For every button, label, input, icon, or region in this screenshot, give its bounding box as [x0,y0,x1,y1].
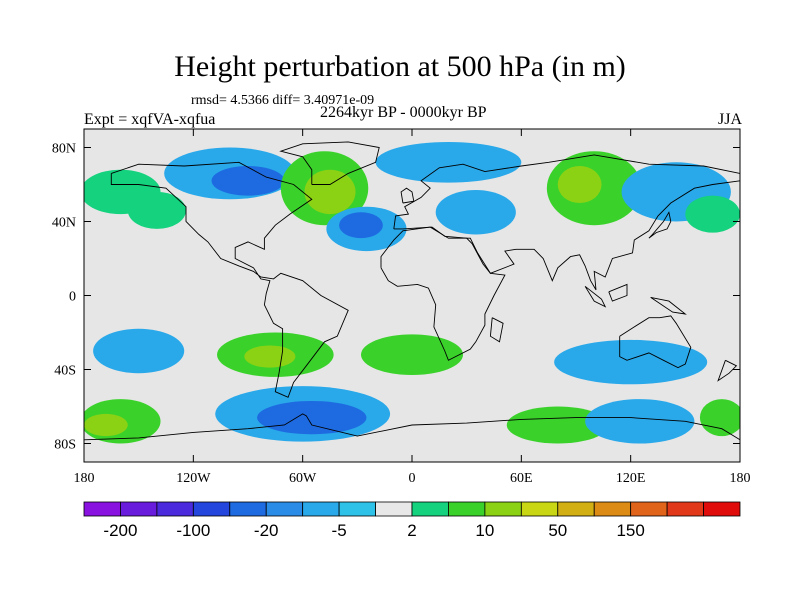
x-tick-label: 60E [510,471,533,486]
colorbar-swatch [338,501,376,517]
colorbar-swatch [630,501,668,517]
coastline [619,315,692,369]
field-blob [360,334,464,376]
field-blob [304,169,356,215]
colorbar-swatch [703,501,741,517]
field-blob [339,212,383,239]
colorbar-label: -200 [103,521,137,540]
season-label: JJA [717,111,742,128]
colorbar-swatch [448,501,486,517]
axis-ticks: 180 120W 60W 0 60E 120E 180 80N 40N 0 40S 80S [52,129,751,486]
x-tick-label: 0 [409,471,416,486]
coastline [584,285,607,308]
field-blob [585,399,695,444]
x-tick-label: 60W [289,471,317,486]
x-tick-label: 180 [74,471,95,486]
field-blob [211,166,285,196]
field-blob [506,406,609,444]
colorbar-swatch [229,501,267,517]
y-tick-label: 40N [52,216,76,231]
field-contours [84,141,740,444]
experiment-label: Expt = xqfVA-xqfua [84,111,216,128]
x-tick-label: 120E [616,471,646,486]
colorbar-swatch [666,501,704,517]
colorbar-swatch [557,501,595,517]
coastline [648,211,672,239]
field-blob [84,413,128,437]
x-tick-label: 120W [176,471,211,486]
y-tick-label: 40S [54,364,76,379]
field-blob [93,328,185,374]
coastline [110,161,349,398]
map-title: Height perturbation at 500 hPa (in m) [174,50,626,83]
colorbar: -200 -100 -20 -5 2 10 50 150 [83,501,741,540]
coastline [608,283,628,302]
y-tick-label: 80S [54,438,76,453]
colorbar-label: 10 [475,521,494,540]
coastlines [84,141,740,441]
colorbar-label: 150 [616,521,644,540]
colorbar-swatch [375,501,413,517]
coastline [489,317,504,343]
coastline [393,154,740,229]
field-blob [557,166,602,203]
rmsd-stats: rmsd= 4.5366 diff= 3.40971e-09 [191,93,375,108]
y-tick-label: 80N [52,142,76,157]
colorbar-swatch [83,501,121,517]
field-blob [554,339,708,385]
coastline [279,141,380,185]
colorbar-swatch [520,501,559,517]
coastline [380,226,506,361]
colorbar-swatch [265,501,304,517]
coastline [84,413,740,441]
field-blob [127,191,187,229]
colorbar-swatch [192,501,231,517]
colorbar-label: 50 [548,521,567,540]
field-blob [685,195,740,233]
x-tick-label: 180 [730,471,751,486]
field-blob [699,399,740,437]
colorbar-swatch [411,501,449,517]
colorbar-swatch [484,501,522,517]
field-blob [244,345,296,368]
colorbar-swatch [120,501,158,517]
colorbar-swatch [156,501,194,517]
y-tick-label: 0 [69,290,76,305]
coastline [393,180,740,291]
colorbar-swatch [302,501,340,517]
field-blob [375,141,522,183]
field-blob [257,400,367,435]
field-blob [435,190,516,235]
colorbar-label: 2 [407,521,416,540]
colorbar-label: -20 [254,521,279,540]
coastline [400,187,415,204]
colorbar-label: -5 [332,521,347,540]
colorbar-label: -100 [176,521,210,540]
coastline [650,296,687,315]
colorbar-swatch [593,501,632,517]
period-label: 2264kyr BP - 0000kyr BP [320,104,487,121]
coastline [717,359,738,382]
